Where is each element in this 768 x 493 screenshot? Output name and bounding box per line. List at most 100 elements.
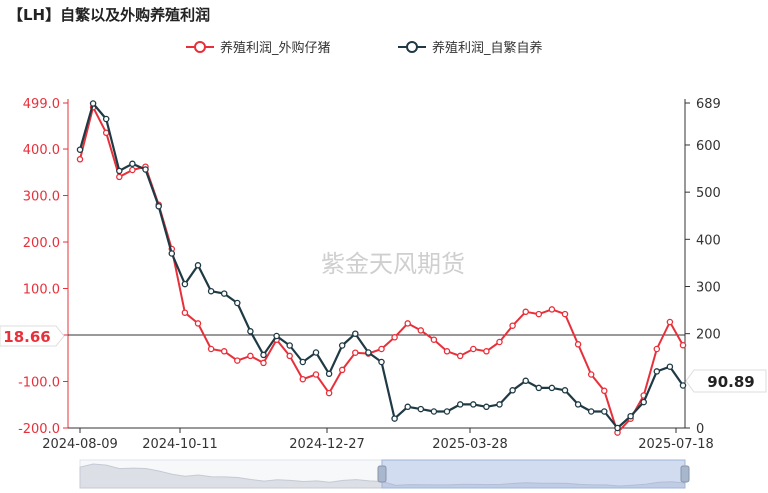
data-point bbox=[443, 348, 451, 355]
x-tick-label: 2025-07-18 bbox=[638, 437, 714, 452]
data-point bbox=[116, 173, 123, 181]
data-point bbox=[430, 336, 438, 343]
badge-label: 18.66 bbox=[3, 328, 50, 346]
value-badges: 18.66 90.89 bbox=[0, 325, 767, 393]
data-point bbox=[338, 342, 346, 349]
data-point bbox=[470, 345, 477, 353]
data-point bbox=[666, 363, 674, 370]
data-point bbox=[574, 341, 582, 348]
data-point bbox=[207, 345, 215, 353]
data-point bbox=[325, 389, 333, 397]
data-point bbox=[443, 408, 451, 415]
slider-handle-icon[interactable] bbox=[377, 465, 387, 483]
y-right-tick-label: 600 bbox=[696, 139, 721, 154]
data-point bbox=[378, 358, 385, 366]
data-point bbox=[89, 100, 97, 107]
data-point bbox=[299, 375, 307, 383]
data-point bbox=[601, 387, 608, 395]
y-right-tick-label: 500 bbox=[696, 186, 721, 201]
data-point bbox=[496, 401, 503, 408]
watermark: 紫金天风期货 bbox=[321, 250, 465, 278]
data-point bbox=[286, 352, 293, 360]
data-point bbox=[312, 371, 320, 378]
data-point bbox=[116, 167, 123, 175]
badge-background bbox=[685, 369, 767, 393]
data-point bbox=[247, 328, 254, 335]
series-2 bbox=[76, 100, 687, 432]
right-value-badge: 90.89 bbox=[685, 369, 767, 393]
x-tick-label: 2024-10-11 bbox=[142, 437, 218, 452]
data-point bbox=[194, 262, 202, 269]
data-point bbox=[352, 349, 359, 356]
data-point bbox=[496, 338, 503, 346]
data-point bbox=[522, 308, 529, 316]
x-tick-label: 2024-08-09 bbox=[42, 437, 118, 452]
legend-label: 养殖利润_外购仔猪 bbox=[220, 40, 331, 56]
data-point bbox=[168, 250, 176, 257]
y-left-tick-label: 400.0 bbox=[23, 143, 60, 158]
series-1 bbox=[76, 103, 687, 436]
y-right-tick-label: 200 bbox=[696, 328, 721, 343]
slider-window[interactable] bbox=[381, 459, 686, 489]
data-point bbox=[430, 408, 438, 415]
legend-item-1[interactable]: 养殖利润_外购仔猪 bbox=[186, 40, 331, 56]
data-point bbox=[417, 405, 425, 413]
data-point bbox=[260, 351, 267, 359]
data-point bbox=[456, 352, 464, 360]
x-tick-label: 2025-03-28 bbox=[432, 437, 508, 452]
y-left-tick-label: -200.0 bbox=[18, 422, 60, 437]
y-right-tick-label: 300 bbox=[696, 280, 721, 295]
data-point bbox=[102, 129, 110, 137]
data-point bbox=[234, 299, 241, 307]
slider-preview bbox=[79, 463, 686, 489]
badge-label: 90.89 bbox=[707, 373, 754, 391]
data-point bbox=[627, 412, 634, 420]
data-point bbox=[325, 370, 333, 378]
zoom-slider[interactable] bbox=[79, 459, 690, 489]
legend[interactable]: 养殖利润_外购仔猪 养殖利润_自繁自养 bbox=[186, 40, 543, 56]
data-point bbox=[653, 368, 661, 375]
data-point bbox=[129, 160, 136, 168]
data-point bbox=[653, 345, 661, 353]
data-point bbox=[417, 327, 425, 334]
legend-marker-icon bbox=[194, 41, 206, 53]
data-point bbox=[312, 349, 320, 356]
data-point bbox=[129, 166, 136, 174]
data-point bbox=[587, 408, 595, 415]
y-left-tick-label: 300.0 bbox=[23, 190, 60, 205]
data-point bbox=[561, 387, 569, 394]
chart-title: 【LH】自繁以及外购养殖利润 bbox=[8, 6, 211, 24]
data-point bbox=[220, 290, 228, 297]
data-point bbox=[640, 398, 647, 406]
y-left-tick-label: 200.0 bbox=[23, 236, 60, 251]
data-point bbox=[470, 401, 477, 408]
data-point bbox=[220, 348, 228, 355]
y-right-tick-label: 689 bbox=[696, 97, 721, 112]
data-point bbox=[404, 403, 411, 411]
data-point bbox=[679, 341, 687, 349]
data-point bbox=[483, 403, 490, 411]
data-point bbox=[155, 203, 162, 210]
data-point bbox=[260, 359, 267, 367]
y-right-tick-label: 0 bbox=[696, 422, 704, 437]
data-point bbox=[391, 334, 398, 341]
y-right-tick-label: 400 bbox=[696, 233, 721, 248]
data-point bbox=[142, 166, 149, 173]
data-point bbox=[509, 387, 516, 394]
data-point bbox=[338, 366, 346, 374]
data-point bbox=[286, 342, 293, 349]
x-tick-label: 2024-12-27 bbox=[289, 437, 365, 452]
data-point bbox=[456, 401, 464, 408]
slider-handle-icon[interactable] bbox=[680, 465, 690, 483]
legend-item-2[interactable]: 养殖利润_自繁自养 bbox=[398, 40, 543, 56]
data-point bbox=[535, 384, 543, 392]
data-point bbox=[181, 280, 189, 288]
y-left-tick-label: 100.0 bbox=[23, 283, 60, 298]
data-point bbox=[601, 408, 608, 415]
data-point bbox=[587, 371, 595, 378]
data-point bbox=[181, 309, 189, 316]
y-left-tick-label: -100.0 bbox=[18, 376, 60, 391]
badge-background bbox=[0, 325, 65, 347]
data-point bbox=[509, 322, 516, 329]
